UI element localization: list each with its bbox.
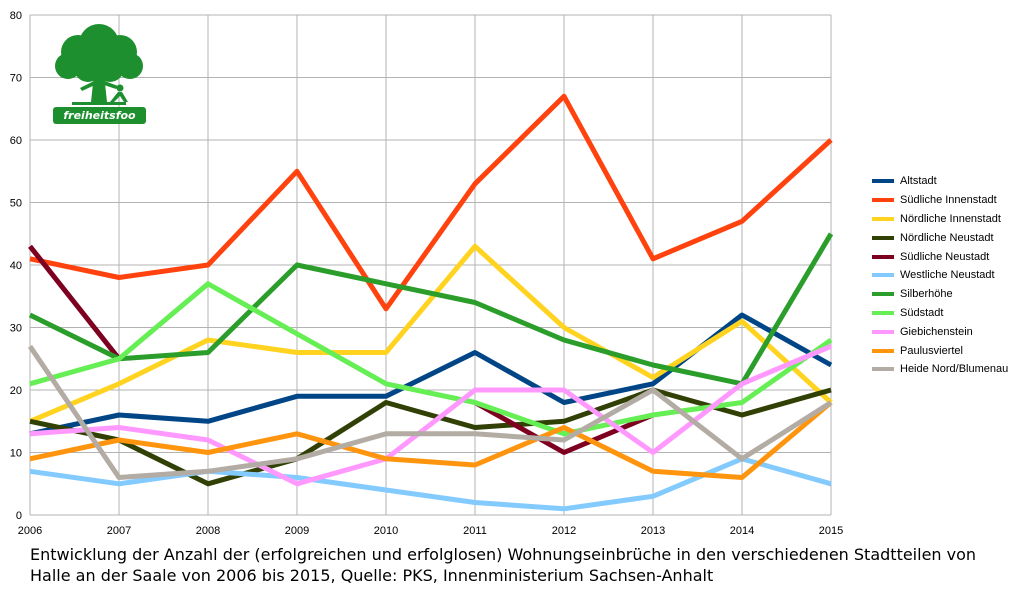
y-tick-label: 30 bbox=[10, 323, 22, 335]
legend-label: Paulusviertel bbox=[900, 344, 963, 357]
y-tick-label: 80 bbox=[10, 10, 22, 22]
chart-caption: Entwicklung der Anzahl der (erfolgreiche… bbox=[30, 545, 977, 585]
x-tick-label: 2007 bbox=[107, 525, 131, 537]
x-tick-label: 2013 bbox=[641, 525, 665, 537]
series-line bbox=[29, 456, 832, 512]
x-tick-label: 2014 bbox=[730, 525, 754, 537]
legend-swatch bbox=[872, 292, 894, 297]
series-line bbox=[29, 243, 833, 424]
grid-lines bbox=[29, 14, 832, 516]
series-line bbox=[29, 387, 832, 487]
legend-label: Südliche Innenstadt bbox=[900, 194, 997, 207]
legend-label: Westliche Neustadt bbox=[900, 269, 995, 282]
legend-item: Südliche Innenstadt bbox=[872, 191, 1008, 210]
legend-item: Giebichenstein bbox=[872, 322, 1008, 341]
legend-item: Heide Nord/Blumenau bbox=[872, 360, 1008, 379]
legend: Altstadt Südliche Innenstadt Nördliche Inn… bbox=[872, 172, 1008, 379]
legend-swatch bbox=[872, 235, 894, 240]
series-line bbox=[29, 400, 833, 480]
legend-swatch bbox=[872, 254, 894, 259]
x-tick-label: 2010 bbox=[374, 525, 398, 537]
legend-swatch bbox=[872, 179, 894, 184]
series-line bbox=[29, 93, 833, 312]
x-tick-labels: 2006 2007 2008 2009 2010 2011 2012 2013 2014 2015 bbox=[18, 525, 843, 537]
x-tick-label: 2009 bbox=[285, 525, 309, 537]
legend-swatch bbox=[872, 329, 894, 334]
y-tick-label: 50 bbox=[10, 198, 22, 210]
y-tick-label: 10 bbox=[10, 448, 22, 460]
y-tick-label: 0 bbox=[16, 510, 22, 522]
line-chart: 2006 2007 2008 2009 2010 2011 2012 2013 2014 2015… bbox=[10, 10, 843, 537]
x-tick-label: 2008 bbox=[196, 525, 220, 537]
legend-swatch bbox=[872, 216, 894, 221]
legend-swatch bbox=[872, 310, 894, 315]
series-line bbox=[29, 281, 833, 437]
legend-item: Westliche Neustadt bbox=[872, 266, 1008, 285]
logo-text: freiheitsfoo bbox=[53, 107, 146, 124]
x-tick-label: 2012 bbox=[552, 525, 576, 537]
logo: freiheitsfoo bbox=[50, 22, 148, 124]
legend-swatch bbox=[872, 198, 894, 203]
legend-label: Südstadt bbox=[900, 306, 944, 319]
legend-item: Nördliche Innenstadt bbox=[872, 210, 1008, 229]
legend-item: Südstadt bbox=[872, 304, 1008, 323]
series-line bbox=[27, 344, 833, 480]
legend-item: Paulusviertel bbox=[872, 341, 1008, 360]
series-line bbox=[29, 343, 832, 487]
legend-item: Südliche Neustadt bbox=[872, 247, 1008, 266]
legend-swatch bbox=[872, 348, 894, 353]
legend-item: Nördliche Neustadt bbox=[872, 228, 1008, 247]
legend-label: Südliche Neustadt bbox=[900, 250, 990, 263]
legend-swatch bbox=[872, 273, 894, 278]
legend-item: Silberhöhe bbox=[872, 285, 1008, 304]
series-line bbox=[28, 244, 121, 361]
legend-label: Heide Nord/Blumenau bbox=[900, 363, 1009, 376]
legend-item: Altstadt bbox=[872, 172, 1008, 191]
series-lines bbox=[27, 93, 834, 512]
y-tick-label: 70 bbox=[10, 73, 22, 85]
x-tick-label: 2011 bbox=[463, 525, 487, 537]
y-tick-label: 60 bbox=[10, 135, 22, 147]
legend-label: Nördliche Neustadt bbox=[900, 231, 994, 244]
legend-label: Silberhöhe bbox=[900, 288, 953, 301]
legend-label: Altstadt bbox=[900, 175, 937, 188]
x-tick-label: 2006 bbox=[18, 525, 42, 537]
series-line bbox=[28, 232, 834, 387]
legend-label: Nördliche Innenstadt bbox=[900, 212, 1001, 225]
legend-swatch bbox=[872, 367, 894, 372]
y-tick-label: 20 bbox=[10, 385, 22, 397]
series-line bbox=[473, 400, 654, 455]
legend-label: Giebichenstein bbox=[900, 325, 973, 338]
x-tick-label: 2015 bbox=[819, 525, 843, 537]
y-tick-labels: 0 10 20 30 40 50 60 70 80 bbox=[10, 10, 22, 522]
y-tick-label: 40 bbox=[10, 260, 22, 272]
tree-icon bbox=[55, 24, 143, 105]
